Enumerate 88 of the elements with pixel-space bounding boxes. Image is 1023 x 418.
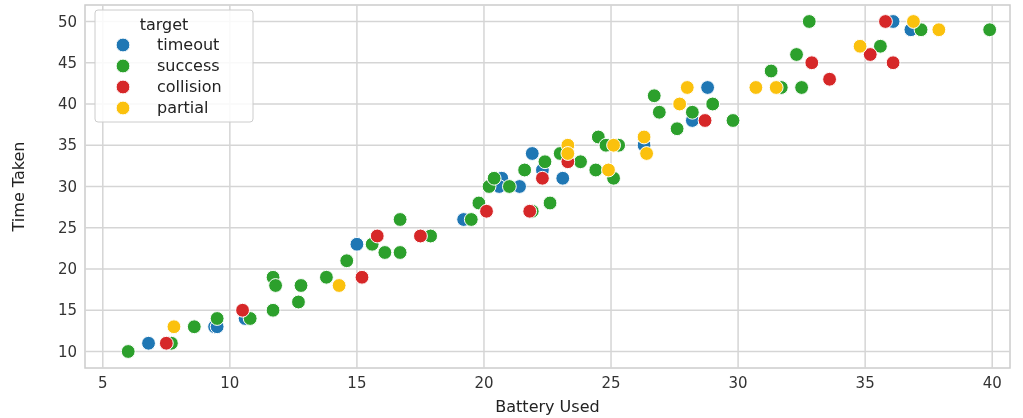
point xyxy=(560,146,576,161)
point xyxy=(606,137,621,153)
point xyxy=(486,170,502,186)
point xyxy=(906,14,921,29)
point xyxy=(822,71,837,87)
point xyxy=(672,96,688,112)
x-tick-label: 5 xyxy=(98,374,108,392)
point xyxy=(413,228,428,244)
point xyxy=(235,302,250,318)
legend-title: target xyxy=(139,15,189,34)
point xyxy=(319,269,334,285)
point xyxy=(293,278,309,293)
point xyxy=(862,47,878,62)
point xyxy=(601,162,616,178)
point xyxy=(349,236,365,252)
point xyxy=(291,294,306,310)
point xyxy=(878,14,893,29)
y-tick-label: 25 xyxy=(57,218,77,237)
point xyxy=(354,269,370,285)
point xyxy=(463,212,479,227)
legend-label: collision xyxy=(157,77,222,96)
point xyxy=(636,129,652,145)
point xyxy=(872,38,888,54)
point xyxy=(669,121,685,137)
y-tick-label: 20 xyxy=(57,260,77,278)
point xyxy=(588,162,604,178)
point xyxy=(517,162,533,178)
legend-label: timeout xyxy=(157,35,220,54)
y-axis-title: Time Taken xyxy=(9,141,28,233)
legend-label: success xyxy=(157,56,220,75)
point xyxy=(555,170,571,186)
y-tick-label: 10 xyxy=(57,342,77,361)
point xyxy=(392,212,408,227)
point xyxy=(265,302,281,318)
point xyxy=(684,104,700,120)
x-tick-label: 15 xyxy=(347,374,367,392)
point xyxy=(209,311,225,326)
x-tick-label: 25 xyxy=(601,374,621,392)
x-tick-label: 10 xyxy=(220,374,240,392)
point xyxy=(369,228,385,244)
point xyxy=(158,335,174,351)
point xyxy=(537,154,553,170)
point xyxy=(639,146,655,161)
point xyxy=(768,80,784,95)
point xyxy=(166,319,182,335)
point xyxy=(804,55,820,71)
point xyxy=(697,113,713,128)
x-tick-label: 30 xyxy=(728,374,748,392)
point xyxy=(501,179,517,194)
point xyxy=(542,195,558,211)
point xyxy=(268,278,283,293)
point xyxy=(479,203,494,219)
legend-label: partial xyxy=(157,98,209,117)
y-tick-label: 15 xyxy=(57,301,77,320)
point xyxy=(377,245,393,260)
y-tick-label: 35 xyxy=(57,136,77,155)
x-tick-label: 40 xyxy=(982,374,1002,392)
point xyxy=(679,80,695,95)
point xyxy=(982,22,998,38)
point xyxy=(331,278,347,293)
point xyxy=(573,154,588,170)
point xyxy=(789,47,804,62)
point xyxy=(705,96,721,112)
point xyxy=(339,253,355,269)
point xyxy=(524,146,540,161)
y-tick-label: 30 xyxy=(57,177,77,196)
y-tick-label: 50 xyxy=(57,12,77,31)
point xyxy=(392,245,408,260)
x-tick-label: 20 xyxy=(474,374,494,392)
x-axis-title: Battery Used xyxy=(495,397,600,416)
point xyxy=(885,55,901,71)
point xyxy=(700,80,716,95)
point xyxy=(120,344,136,359)
point xyxy=(646,88,662,104)
point xyxy=(801,14,817,29)
point xyxy=(763,63,779,79)
point xyxy=(186,319,202,335)
point xyxy=(794,80,810,95)
point xyxy=(931,22,947,38)
y-tick-label: 40 xyxy=(57,95,77,113)
point xyxy=(852,38,868,54)
point xyxy=(141,335,156,351)
point xyxy=(748,80,764,95)
x-tick-label: 35 xyxy=(855,374,875,392)
point xyxy=(725,113,741,128)
point xyxy=(535,170,550,186)
point xyxy=(651,104,667,120)
y-tick-label: 45 xyxy=(57,53,77,72)
